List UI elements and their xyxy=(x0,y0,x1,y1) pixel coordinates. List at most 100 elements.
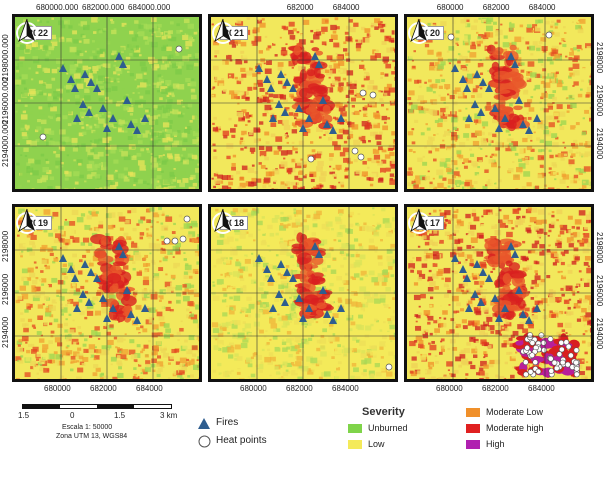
swatch-unburned xyxy=(348,424,362,433)
fire-marker xyxy=(81,70,89,78)
heat-point xyxy=(547,336,554,342)
swatch-moderate-low xyxy=(466,408,480,417)
heat-point xyxy=(39,133,47,141)
fire-marker xyxy=(533,114,541,122)
fire-marker xyxy=(275,100,283,108)
fire-marker xyxy=(311,52,319,60)
coordinate-tick-label: 682000 xyxy=(482,3,510,12)
swatch-low xyxy=(348,440,362,449)
heat-point xyxy=(179,235,187,243)
fire-marker xyxy=(323,120,331,128)
fire-marker xyxy=(67,265,75,273)
heat-point-icon xyxy=(198,435,211,448)
heat-point xyxy=(527,369,534,375)
legend: Fires Heat points Severity Unburned Low … xyxy=(196,404,596,474)
fire-marker xyxy=(519,120,527,128)
heat-point xyxy=(553,365,560,372)
scale-label: 1.5 xyxy=(114,411,126,420)
fire-marker xyxy=(305,114,313,122)
fire-marker xyxy=(525,316,533,324)
fire-marker xyxy=(87,268,95,276)
coordinate-tick-label: 684000 xyxy=(332,3,360,12)
coordinate-tick-label: 684000 xyxy=(528,384,555,393)
fire-marker xyxy=(119,60,127,68)
projection-text: Zona UTM 13, WGS84 xyxy=(56,433,128,440)
heat-point xyxy=(573,359,579,366)
fire-marker xyxy=(123,286,131,294)
coordinate-tick-label: 680000 xyxy=(44,384,71,393)
fire-marker xyxy=(315,250,323,258)
map-panel-2017: 2017 680000 682000 684000 2198000 2196000 2194… xyxy=(404,204,604,393)
heat-point xyxy=(522,359,529,366)
coordinate-tick-label: 680000.000 xyxy=(36,3,79,12)
severity-raster: 2022 xyxy=(12,14,202,192)
coordinate-tick-label: 2198000 xyxy=(595,41,604,73)
fire-marker xyxy=(465,114,473,122)
map-panel-2021: 2021 682000 684000 xyxy=(208,3,398,192)
fire-marker xyxy=(337,114,345,122)
legend-moderate-low-label: Moderate Low xyxy=(486,407,544,417)
coordinate-tick-label: 680000 xyxy=(240,384,267,393)
heat-point xyxy=(547,355,554,362)
fire-marker xyxy=(267,84,275,92)
fire-marker xyxy=(71,84,79,92)
fire-marker xyxy=(477,108,485,116)
fire-marker xyxy=(263,265,271,273)
heat-point xyxy=(385,363,393,371)
heat-point xyxy=(532,359,539,366)
fire-marker xyxy=(337,304,345,312)
fire-marker xyxy=(103,124,111,132)
fire-marker xyxy=(485,274,493,282)
fire-marker xyxy=(281,298,289,306)
north-arrow-icon xyxy=(212,208,234,234)
fire-marker xyxy=(93,84,101,92)
heat-point xyxy=(573,371,580,378)
heat-point xyxy=(351,147,359,155)
fire-marker xyxy=(501,114,509,122)
fire-marker xyxy=(305,304,313,312)
fire-marker xyxy=(323,310,331,318)
heat-point xyxy=(568,352,574,359)
legend-fires-label: Fires xyxy=(216,417,239,428)
fire-marker xyxy=(495,124,503,132)
north-arrow-icon xyxy=(16,208,38,234)
fire-marker xyxy=(515,286,523,294)
heat-point xyxy=(163,237,171,245)
fire-marker xyxy=(99,104,107,112)
coordinate-tick-label: 682000 xyxy=(286,3,314,12)
heat-point xyxy=(558,339,565,346)
fire-marker xyxy=(533,304,541,312)
fire-marker xyxy=(281,108,289,116)
severity-raster: 2021 xyxy=(208,14,398,192)
map-panel-2019: 2019 680000 682000 684000 2198000 2196000 2194… xyxy=(1,204,202,393)
fire-marker xyxy=(511,250,519,258)
severity-raster: 2019 xyxy=(12,204,202,382)
heat-point xyxy=(540,339,547,346)
coordinate-tick-label: 2194000 xyxy=(595,127,604,159)
fire-marker xyxy=(115,52,123,60)
legend-moderate-high-label: Moderate high xyxy=(486,423,544,433)
fire-marker xyxy=(473,70,481,78)
fire-marker xyxy=(263,75,271,83)
north-arrow-icon xyxy=(212,18,234,44)
fire-marker xyxy=(103,314,111,322)
coordinate-tick-label: 2196000 xyxy=(1,274,10,306)
heat-point xyxy=(535,368,542,375)
heat-point xyxy=(357,153,365,161)
coordinate-tick-label: 684000.000 xyxy=(128,3,171,12)
coordinate-tick-label: 2198000.000 xyxy=(1,34,10,82)
legend-low-label: Low xyxy=(368,439,385,449)
fire-marker xyxy=(115,242,123,250)
coordinate-tick-label: 2196000 xyxy=(595,274,604,306)
severity-raster: 2020 xyxy=(404,14,594,192)
fire-marker xyxy=(109,304,117,312)
heat-point xyxy=(559,359,566,366)
fire-marker xyxy=(295,294,303,302)
fire-marker xyxy=(463,274,471,282)
fire-marker xyxy=(85,298,93,306)
coordinate-tick-label: 2198000 xyxy=(595,231,604,263)
fire-marker xyxy=(277,70,285,78)
heat-point xyxy=(565,343,572,350)
north-arrow-icon xyxy=(408,208,430,234)
swatch-moderate-high xyxy=(466,424,480,433)
